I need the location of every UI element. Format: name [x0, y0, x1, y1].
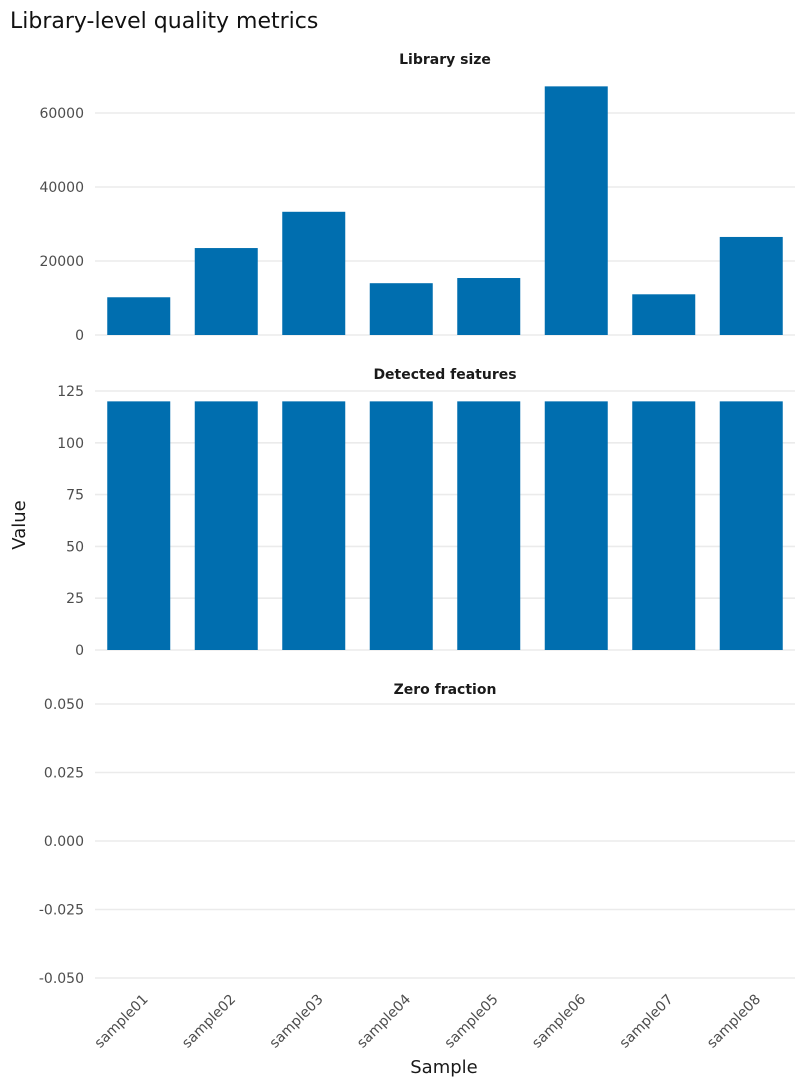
- bar-sample02: [194, 401, 258, 650]
- y-tick-label: 0.025: [44, 766, 84, 782]
- chart-panels: Library size 0 20000 40000 60000 Detected fea…: [39, 52, 795, 1051]
- y-tick-label: 20000: [39, 254, 84, 270]
- bar-sample02: [194, 248, 258, 335]
- facet-title: Library size: [399, 52, 491, 68]
- x-tick-label: sample08: [704, 992, 764, 1052]
- facet-title: Zero fraction: [394, 682, 497, 698]
- x-axis-title: Sample: [410, 1057, 478, 1078]
- y-tick-label: 75: [66, 488, 84, 504]
- x-tick-label: sample04: [354, 991, 414, 1051]
- bar-sample03: [282, 401, 346, 650]
- x-tick-label: sample06: [529, 991, 589, 1051]
- x-tick-label: sample07: [617, 992, 677, 1052]
- x-tick-label: sample02: [179, 992, 239, 1052]
- facet-title: Detected features: [373, 367, 516, 383]
- bar-sample04: [369, 283, 433, 335]
- y-tick-label: 40000: [39, 180, 84, 196]
- bar-sample03: [282, 211, 346, 335]
- y-tick-label: 0.000: [44, 834, 84, 850]
- bar-sample07: [632, 294, 696, 335]
- y-tick-label: 60000: [39, 106, 84, 122]
- y-tick-label: 50: [66, 539, 84, 555]
- bar-sample01: [107, 401, 171, 650]
- chart-title: Library-level quality metrics: [10, 9, 318, 34]
- y-axis-title: Value: [9, 500, 30, 549]
- y-tick-label: 125: [57, 384, 84, 400]
- y-tick-label: -0.050: [39, 971, 84, 987]
- bar-sample06: [544, 401, 608, 650]
- bar-sample08: [719, 236, 783, 335]
- y-tick-label: 0.050: [44, 697, 84, 713]
- bar-sample04: [369, 401, 433, 650]
- y-tick-label: 100: [57, 436, 84, 452]
- x-tick-label: sample05: [442, 992, 502, 1052]
- bar-sample05: [457, 401, 521, 650]
- x-tick-label: sample01: [92, 992, 152, 1052]
- bar-sample06: [544, 86, 608, 335]
- y-tick-label: 0: [75, 328, 84, 344]
- bar-sample08: [719, 401, 783, 650]
- y-tick-label: 0: [75, 643, 84, 659]
- y-tick-label: -0.025: [39, 903, 84, 919]
- y-tick-label: 25: [66, 591, 84, 607]
- bar-sample05: [457, 278, 521, 335]
- bar-sample01: [107, 297, 171, 335]
- bar-sample07: [632, 401, 696, 650]
- x-tick-label: sample03: [267, 992, 327, 1052]
